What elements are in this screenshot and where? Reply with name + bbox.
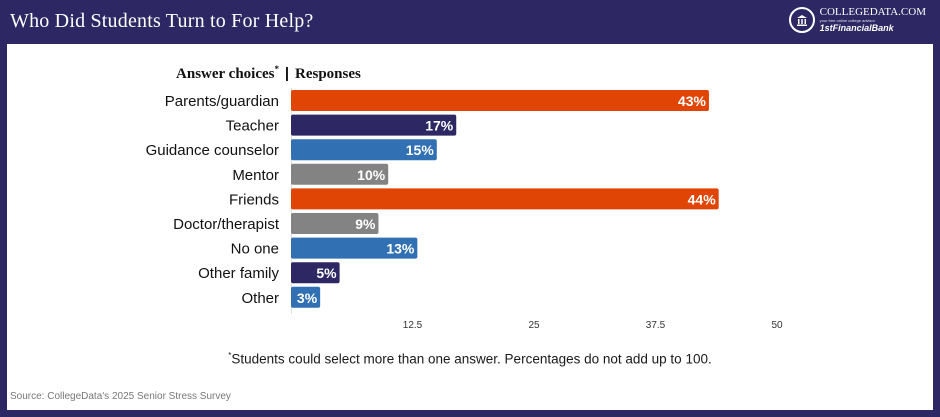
bar-7 xyxy=(291,237,418,259)
footnote-text: Students could select more than one answ… xyxy=(231,351,712,367)
bar-6 xyxy=(291,213,379,234)
collegedata-logo[interactable]: COLLEGEDATA.COM your free online college… xyxy=(788,6,926,33)
bar-5 xyxy=(291,188,719,210)
logo-tagline: your free online college advisor xyxy=(819,18,875,23)
data-label: 3% xyxy=(297,290,318,306)
category-label: No one xyxy=(231,241,279,258)
category-header: Answer choices* xyxy=(176,64,279,82)
category-label: Doctor/therapist xyxy=(173,216,280,233)
logo-wordmark: COLLEGEDATA.COM xyxy=(819,6,926,18)
category-label: Other family xyxy=(198,265,279,282)
category-label: Friends xyxy=(229,191,279,208)
x-tick-label: 12.5 xyxy=(403,320,423,331)
data-label: 44% xyxy=(688,191,717,207)
footnote-mark: * xyxy=(228,351,232,360)
value-header: Responses xyxy=(295,66,361,82)
bar-chart: Answer choices* | Responses Parents/guar… xyxy=(146,64,783,331)
bar-4 xyxy=(291,163,389,185)
bars-group: Parents/guardian 43% Teacher 17% Guidance co… xyxy=(146,90,719,308)
header-bar: Who Did Students Turn to For Help? COLLE… xyxy=(0,0,940,44)
data-label: 13% xyxy=(386,241,415,257)
header-separator: | xyxy=(285,65,289,82)
bar-9 xyxy=(291,286,321,308)
category-label: Mentor xyxy=(232,167,279,184)
x-tick-label: 37.5 xyxy=(646,320,666,331)
data-label: 5% xyxy=(316,265,337,281)
data-label: 9% xyxy=(355,216,376,232)
bar-1 xyxy=(291,90,709,111)
category-label: Guidance counselor xyxy=(146,142,279,159)
data-label: 43% xyxy=(678,93,707,109)
data-label: 15% xyxy=(406,142,435,158)
logo-bank-name: 1stFinancialBank xyxy=(819,23,894,33)
x-tick-label: 25 xyxy=(528,320,540,331)
category-header-text: Answer choices xyxy=(176,66,275,82)
chart-panel: Answer choices* | Responses Parents/guar… xyxy=(7,44,933,410)
source-note: Source: CollegeData's 2025 Senior Stress… xyxy=(10,391,231,402)
building-icon xyxy=(788,7,815,33)
category-label: Teacher xyxy=(226,118,279,135)
data-label: 10% xyxy=(357,167,386,183)
category-header-mark: * xyxy=(275,64,280,74)
category-label: Parents/guardian xyxy=(165,93,279,110)
category-label: Other xyxy=(241,290,279,307)
footnote: *Students could select more than one ans… xyxy=(7,351,933,367)
bar-2 xyxy=(291,114,457,136)
bar-8 xyxy=(291,262,340,284)
bar-3 xyxy=(291,139,437,161)
x-tick-label: 50 xyxy=(771,320,783,331)
chart-title: Who Did Students Turn to For Help? xyxy=(10,10,314,32)
data-label: 17% xyxy=(425,118,454,134)
